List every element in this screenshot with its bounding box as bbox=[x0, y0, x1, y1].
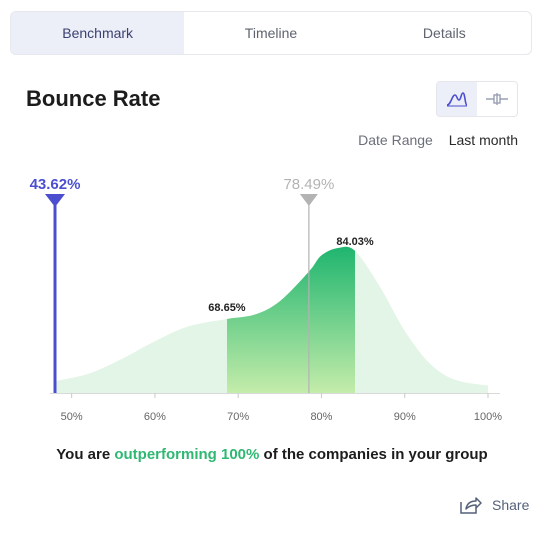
x-tick-label: 60% bbox=[144, 411, 166, 423]
date-range: Date Range Last month bbox=[358, 132, 518, 148]
distribution-view-button[interactable] bbox=[437, 82, 477, 116]
date-range-value[interactable]: Last month bbox=[448, 132, 518, 148]
share-label: Share bbox=[492, 497, 530, 513]
view-toggle bbox=[436, 81, 518, 117]
band-end-label: 84.03% bbox=[336, 236, 374, 248]
boxplot-view-button[interactable] bbox=[477, 82, 517, 116]
date-range-label: Date Range bbox=[358, 132, 433, 148]
tab-bar: Benchmark Timeline Details bbox=[10, 11, 532, 55]
average-marker-triangle bbox=[299, 194, 318, 206]
x-tick-label: 90% bbox=[394, 411, 416, 423]
summary-suffix: of the companies in your group bbox=[259, 446, 488, 463]
percentile-band bbox=[226, 246, 356, 393]
share-icon bbox=[460, 497, 482, 514]
page-title: Bounce Rate bbox=[26, 86, 161, 111]
your-value-marker-triangle bbox=[45, 194, 65, 207]
x-tick-label: 50% bbox=[61, 411, 83, 423]
distribution-curve-icon bbox=[446, 92, 468, 107]
share-button[interactable]: Share bbox=[458, 495, 529, 515]
band-start-label: 68.65% bbox=[208, 302, 246, 314]
distribution-chart: 78.49% 43.62% 68.65% 84.03% 50% 60% 70% 80%… bbox=[30, 176, 503, 423]
box-plot-icon bbox=[486, 93, 508, 105]
average-marker-label: 78.49% bbox=[283, 176, 334, 193]
summary-prefix: You are bbox=[56, 446, 115, 463]
tab-details[interactable]: Details bbox=[422, 25, 466, 41]
x-tick-label: 100% bbox=[474, 411, 502, 423]
benchmark-summary: You are outperforming 100% of the compan… bbox=[0, 446, 544, 463]
tab-timeline[interactable]: Timeline bbox=[244, 25, 298, 41]
tab-benchmark[interactable]: Benchmark bbox=[11, 12, 185, 54]
x-tick-label: 80% bbox=[310, 411, 332, 423]
x-axis-ticks: 50% 60% 70% 80% 90% 100% bbox=[61, 393, 502, 423]
your-value-label: 43.62% bbox=[30, 176, 81, 193]
summary-highlight: outperforming 100% bbox=[114, 446, 260, 463]
x-tick-label: 70% bbox=[227, 411, 249, 423]
